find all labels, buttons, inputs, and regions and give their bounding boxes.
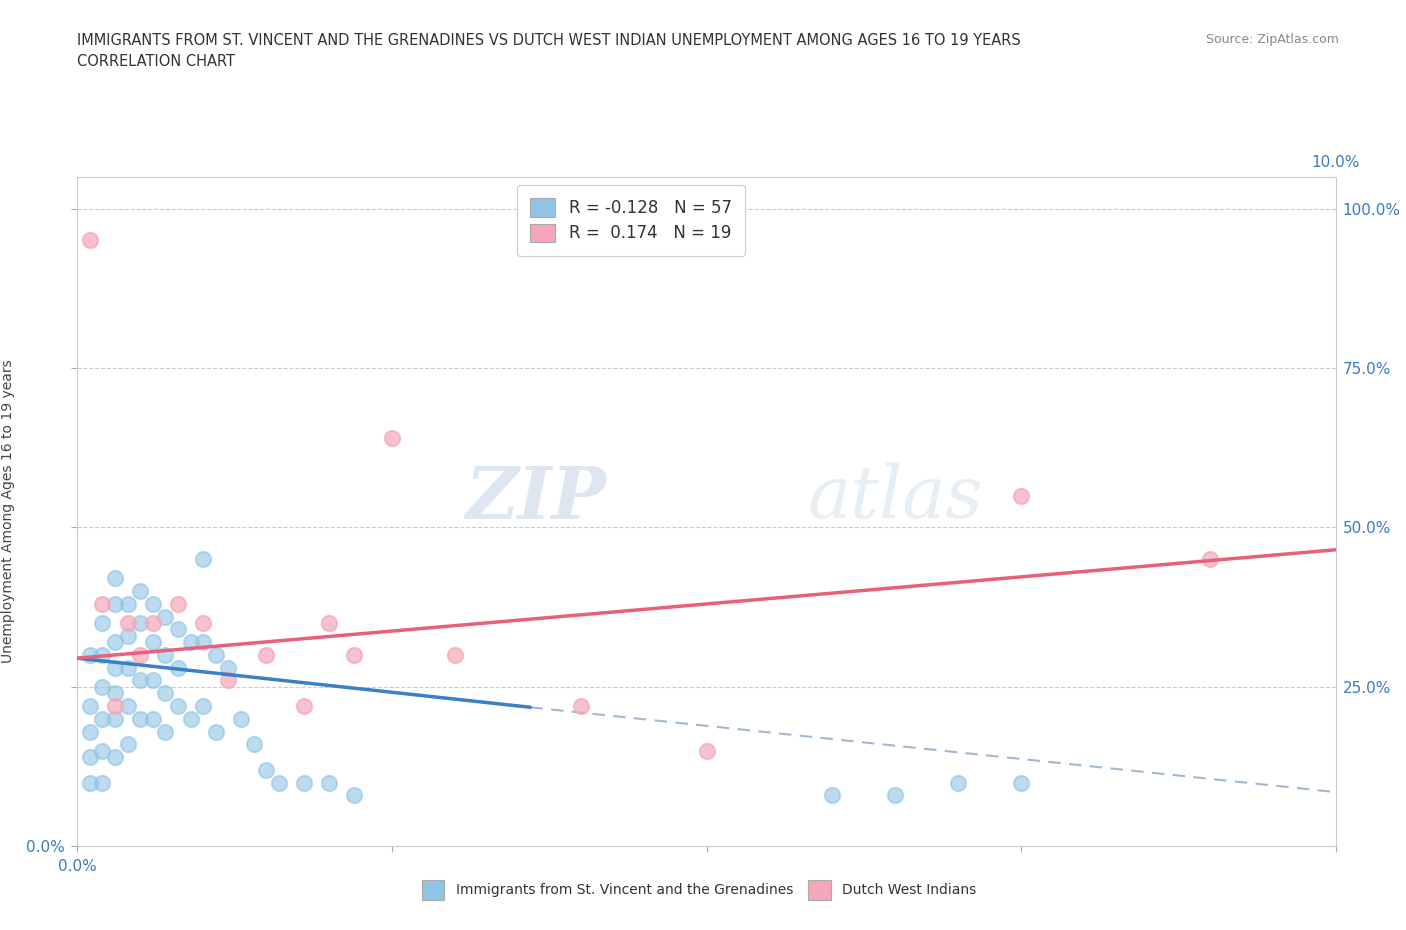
Point <box>129 711 152 726</box>
Legend: R = -0.128   N = 57, R =  0.174   N = 19: R = -0.128 N = 57, R = 0.174 N = 19 <box>517 185 745 256</box>
Point <box>91 596 114 611</box>
Point <box>217 673 239 688</box>
Point <box>318 616 340 631</box>
Point <box>79 233 101 248</box>
Point <box>569 698 592 713</box>
Point <box>696 743 718 758</box>
Point <box>104 571 127 586</box>
Point <box>79 647 101 662</box>
Point <box>167 698 190 713</box>
Point <box>142 673 165 688</box>
Point <box>948 775 970 790</box>
Point <box>91 647 114 662</box>
Point <box>167 622 190 637</box>
Point <box>193 698 215 713</box>
Point <box>229 711 252 726</box>
Point <box>167 660 190 675</box>
Point <box>129 647 152 662</box>
Point <box>91 616 114 631</box>
Point <box>167 596 190 611</box>
Point <box>79 750 101 764</box>
Point <box>142 596 165 611</box>
Point <box>117 629 139 644</box>
Point <box>242 737 264 751</box>
Point <box>104 635 127 650</box>
Point <box>343 788 366 803</box>
Point <box>155 609 177 624</box>
Point <box>91 680 114 695</box>
Point <box>217 660 239 675</box>
Point <box>117 698 139 713</box>
Point <box>292 698 315 713</box>
Point <box>155 724 177 739</box>
Point <box>204 647 226 662</box>
Text: IMMIGRANTS FROM ST. VINCENT AND THE GRENADINES VS DUTCH WEST INDIAN UNEMPLOYMENT: IMMIGRANTS FROM ST. VINCENT AND THE GREN… <box>77 33 1021 47</box>
Point <box>1010 775 1032 790</box>
Point <box>129 673 152 688</box>
Point <box>91 743 114 758</box>
Point <box>1010 488 1032 503</box>
Point <box>1199 551 1222 566</box>
Point <box>117 596 139 611</box>
Point <box>193 635 215 650</box>
Text: ZIP: ZIP <box>465 462 606 534</box>
Point <box>104 660 127 675</box>
Point <box>117 737 139 751</box>
Point <box>318 775 340 790</box>
Point <box>117 660 139 675</box>
Point <box>129 584 152 599</box>
Text: CORRELATION CHART: CORRELATION CHART <box>77 54 235 69</box>
Y-axis label: Unemployment Among Ages 16 to 19 years: Unemployment Among Ages 16 to 19 years <box>1 360 15 663</box>
Text: atlas: atlas <box>807 463 983 534</box>
Point <box>79 724 101 739</box>
Point <box>104 596 127 611</box>
Point <box>444 647 467 662</box>
Point <box>117 616 139 631</box>
Point <box>267 775 290 790</box>
Point <box>155 685 177 700</box>
Text: Source: ZipAtlas.com: Source: ZipAtlas.com <box>1205 33 1339 46</box>
Text: Immigrants from St. Vincent and the Grenadines: Immigrants from St. Vincent and the Gren… <box>456 883 793 897</box>
Point <box>180 711 202 726</box>
Point <box>193 551 215 566</box>
Point <box>155 647 177 662</box>
Point <box>381 431 404 445</box>
Point <box>193 616 215 631</box>
Point <box>142 635 165 650</box>
Point <box>79 698 101 713</box>
Point <box>292 775 315 790</box>
FancyBboxPatch shape <box>808 880 831 900</box>
Point <box>204 724 226 739</box>
Point <box>104 698 127 713</box>
Point <box>343 647 366 662</box>
Text: Dutch West Indians: Dutch West Indians <box>842 883 976 897</box>
Point <box>142 616 165 631</box>
Point <box>254 763 277 777</box>
FancyBboxPatch shape <box>422 880 444 900</box>
Point <box>104 750 127 764</box>
Point <box>180 635 202 650</box>
Point <box>884 788 907 803</box>
Point <box>104 685 127 700</box>
Point <box>129 616 152 631</box>
Point <box>142 711 165 726</box>
Point <box>254 647 277 662</box>
Point <box>79 775 101 790</box>
Point <box>91 775 114 790</box>
Point <box>104 711 127 726</box>
Point <box>91 711 114 726</box>
Point <box>821 788 844 803</box>
